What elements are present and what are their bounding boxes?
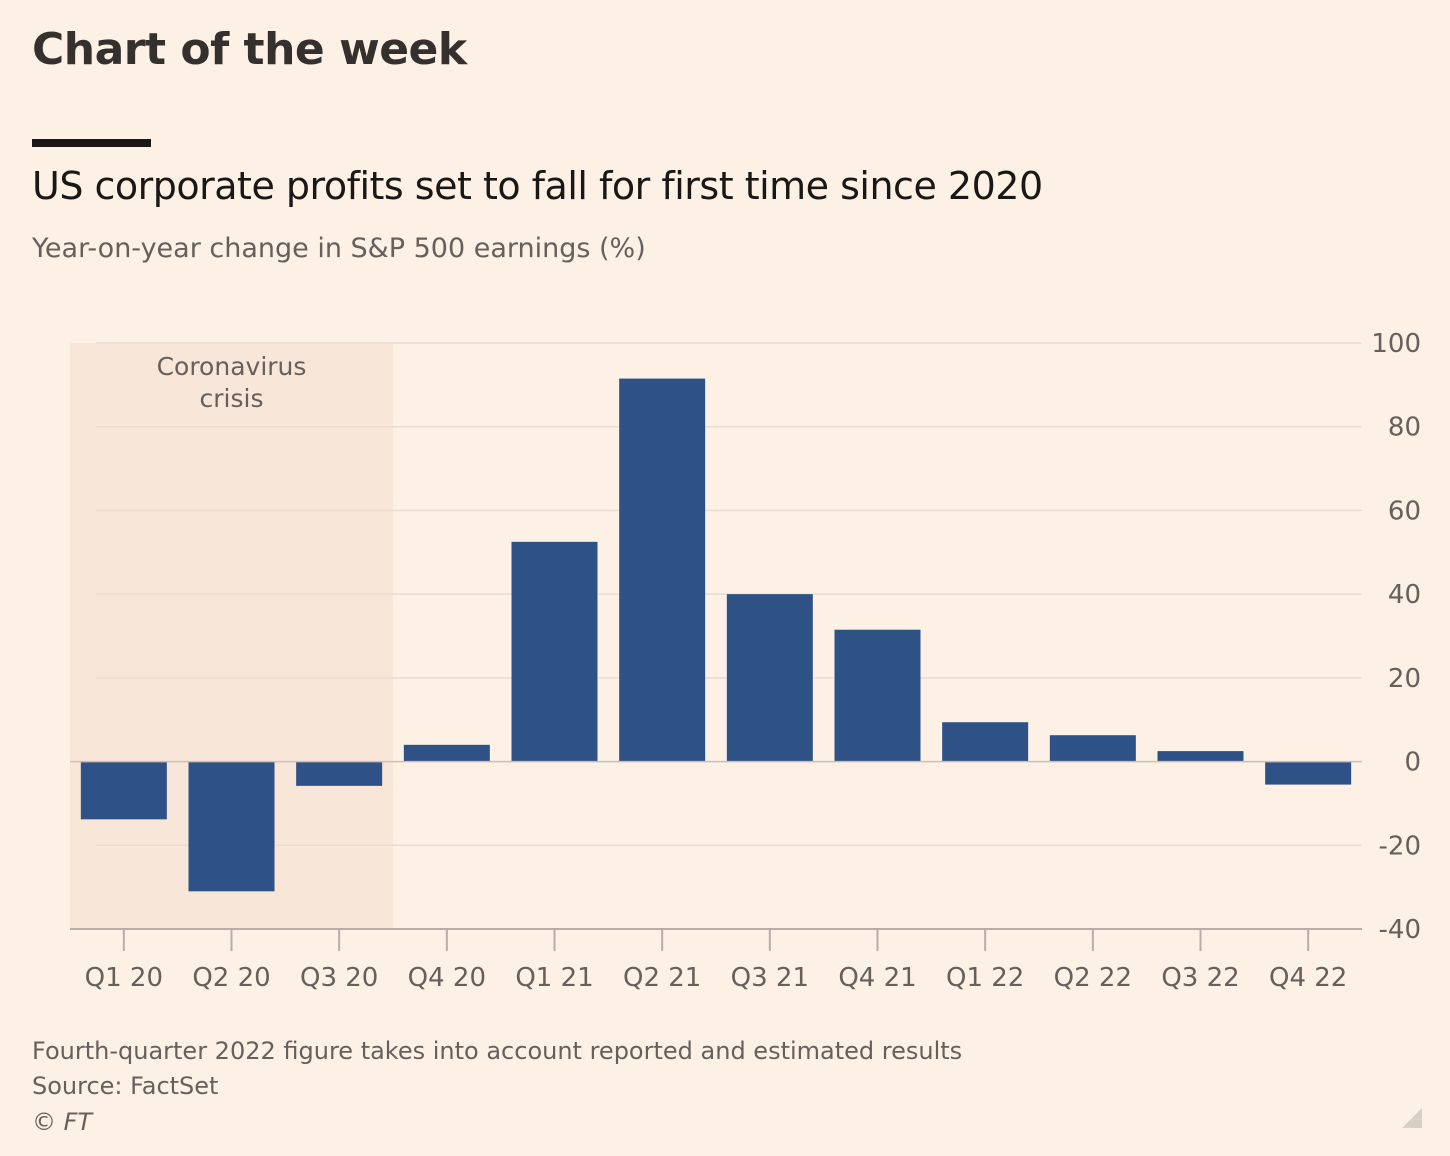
source-note: Source: FactSet [32,1072,219,1100]
x-tick-label: Q2 21 [623,963,701,993]
bar [296,761,383,786]
x-tick-label: Q3 20 [300,963,378,993]
page-title: Chart of the week [32,24,467,75]
x-tick-label: Q1 20 [85,963,163,993]
y-tick-label: 80 [1388,413,1421,443]
title-rule [32,139,151,147]
shaded-region-label: Coronavirus [157,352,307,381]
bar [1049,735,1136,762]
y-tick-label: -20 [1379,831,1421,861]
y-tick-label: 20 [1388,664,1421,694]
x-tick-label: Q2 22 [1054,963,1132,993]
x-tick-label: Q4 22 [1269,963,1347,993]
y-tick-label: 60 [1388,496,1421,526]
y-tick-label: 100 [1371,329,1421,359]
bar [511,541,598,762]
x-tick-label: Q4 21 [838,963,916,993]
x-tick-label: Q2 20 [192,963,270,993]
x-tick-label: Q4 20 [408,963,486,993]
bar-chart: Coronavirus crisis -40 -20 0 20 40 60 80 100 Q1 20… [70,329,1421,993]
bar [619,378,706,762]
x-tick-label: Q3 22 [1161,963,1239,993]
bar [403,744,490,762]
bar [942,722,1029,762]
y-tick-label: 40 [1388,580,1421,610]
copyright: © FT [32,1108,93,1136]
x-tick-label: Q1 22 [946,963,1024,993]
bar [726,594,813,762]
y-tick-label: -40 [1379,915,1421,945]
bar [1157,751,1244,762]
bar [188,761,275,892]
bar [80,761,167,820]
bar [834,629,921,762]
shaded-region-label: crisis [200,384,264,413]
resize-handle-icon [1402,1108,1422,1128]
chart-subtitle: Year-on-year change in S&P 500 earnings … [32,233,646,264]
chart-title: US corporate profits set to fall for fir… [32,164,1043,208]
y-tick-label: 0 [1404,748,1421,778]
footnote: Fourth-quarter 2022 figure takes into ac… [32,1037,963,1065]
bar [1265,761,1352,785]
x-tick-label: Q1 21 [515,963,593,993]
x-tick-label: Q3 21 [731,963,809,993]
